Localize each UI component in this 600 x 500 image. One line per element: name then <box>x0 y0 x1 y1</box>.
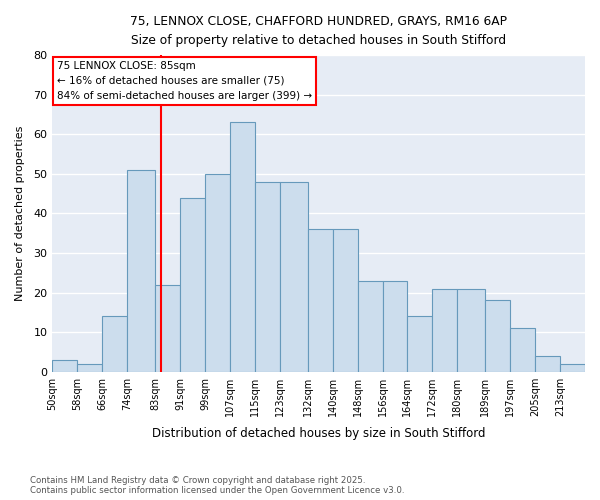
Bar <box>308 229 332 372</box>
Bar <box>77 364 102 372</box>
Text: 75 LENNOX CLOSE: 85sqm
← 16% of detached houses are smaller (75)
84% of semi-det: 75 LENNOX CLOSE: 85sqm ← 16% of detached… <box>57 61 312 100</box>
Y-axis label: Number of detached properties: Number of detached properties <box>15 126 25 301</box>
Bar <box>205 174 230 372</box>
Bar <box>332 229 358 372</box>
Bar <box>230 122 255 372</box>
Bar <box>433 288 457 372</box>
Bar <box>560 364 585 372</box>
Bar <box>280 182 308 372</box>
Bar <box>485 300 510 372</box>
Bar <box>358 280 383 372</box>
Bar <box>180 198 205 372</box>
Bar <box>102 316 127 372</box>
Bar <box>510 328 535 372</box>
Text: Contains HM Land Registry data © Crown copyright and database right 2025.
Contai: Contains HM Land Registry data © Crown c… <box>30 476 404 495</box>
Bar <box>52 360 77 372</box>
Bar <box>255 182 280 372</box>
Bar <box>407 316 433 372</box>
Title: 75, LENNOX CLOSE, CHAFFORD HUNDRED, GRAYS, RM16 6AP
Size of property relative to: 75, LENNOX CLOSE, CHAFFORD HUNDRED, GRAY… <box>130 15 507 47</box>
X-axis label: Distribution of detached houses by size in South Stifford: Distribution of detached houses by size … <box>152 427 485 440</box>
Bar <box>155 284 180 372</box>
Bar <box>457 288 485 372</box>
Bar <box>383 280 407 372</box>
Bar <box>127 170 155 372</box>
Bar <box>535 356 560 372</box>
